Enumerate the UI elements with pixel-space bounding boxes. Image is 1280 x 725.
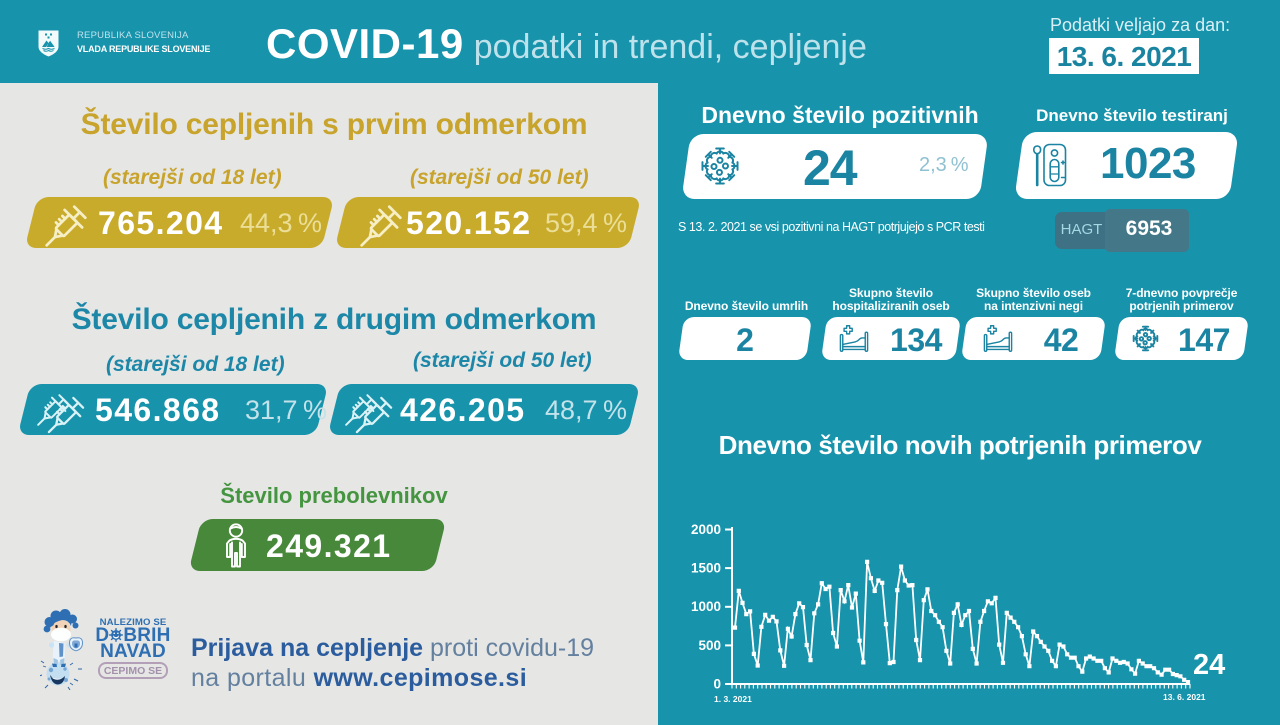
- svg-text:1. 3. 2021: 1. 3. 2021: [714, 694, 752, 704]
- svg-text:24: 24: [1193, 649, 1225, 681]
- svg-text:1500: 1500: [691, 561, 721, 576]
- svg-text:1000: 1000: [691, 599, 721, 614]
- svg-text:0: 0: [713, 677, 721, 692]
- svg-text:13. 6. 2021: 13. 6. 2021: [1163, 692, 1206, 702]
- svg-text:2000: 2000: [691, 522, 721, 537]
- svg-text:500: 500: [698, 638, 721, 653]
